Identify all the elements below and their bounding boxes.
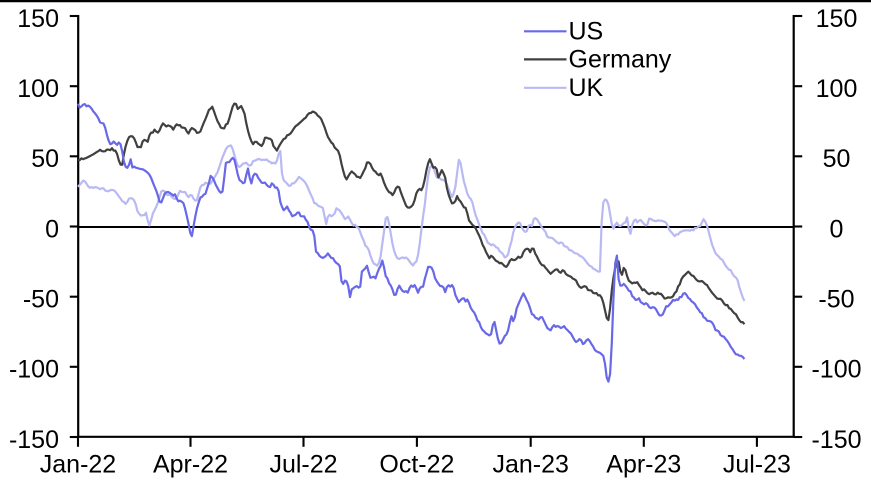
svg-text:-50: -50	[23, 286, 59, 314]
svg-text:US: US	[569, 18, 604, 46]
svg-text:50: 50	[31, 145, 59, 173]
svg-text:-150: -150	[811, 426, 861, 454]
svg-text:100: 100	[17, 75, 59, 103]
svg-text:-150: -150	[9, 426, 59, 454]
svg-text:Jul-22: Jul-22	[269, 451, 337, 479]
svg-text:Germany: Germany	[569, 46, 672, 74]
svg-text:Jul-23: Jul-23	[723, 451, 791, 479]
svg-text:-50: -50	[818, 286, 854, 314]
svg-text:Jan-22: Jan-22	[40, 451, 116, 479]
svg-text:50: 50	[823, 145, 851, 173]
svg-text:Apr-23: Apr-23	[606, 451, 681, 479]
svg-text:-100: -100	[9, 356, 59, 384]
svg-text:100: 100	[816, 75, 858, 103]
svg-text:Apr-22: Apr-22	[153, 451, 228, 479]
svg-text:Oct-22: Oct-22	[379, 451, 454, 479]
svg-text:150: 150	[17, 5, 59, 33]
svg-text:0: 0	[45, 215, 59, 243]
svg-text:-100: -100	[811, 356, 861, 384]
svg-text:Jan-23: Jan-23	[492, 451, 568, 479]
svg-text:150: 150	[816, 5, 858, 33]
svg-text:0: 0	[830, 215, 844, 243]
svg-text:UK: UK	[569, 74, 604, 102]
